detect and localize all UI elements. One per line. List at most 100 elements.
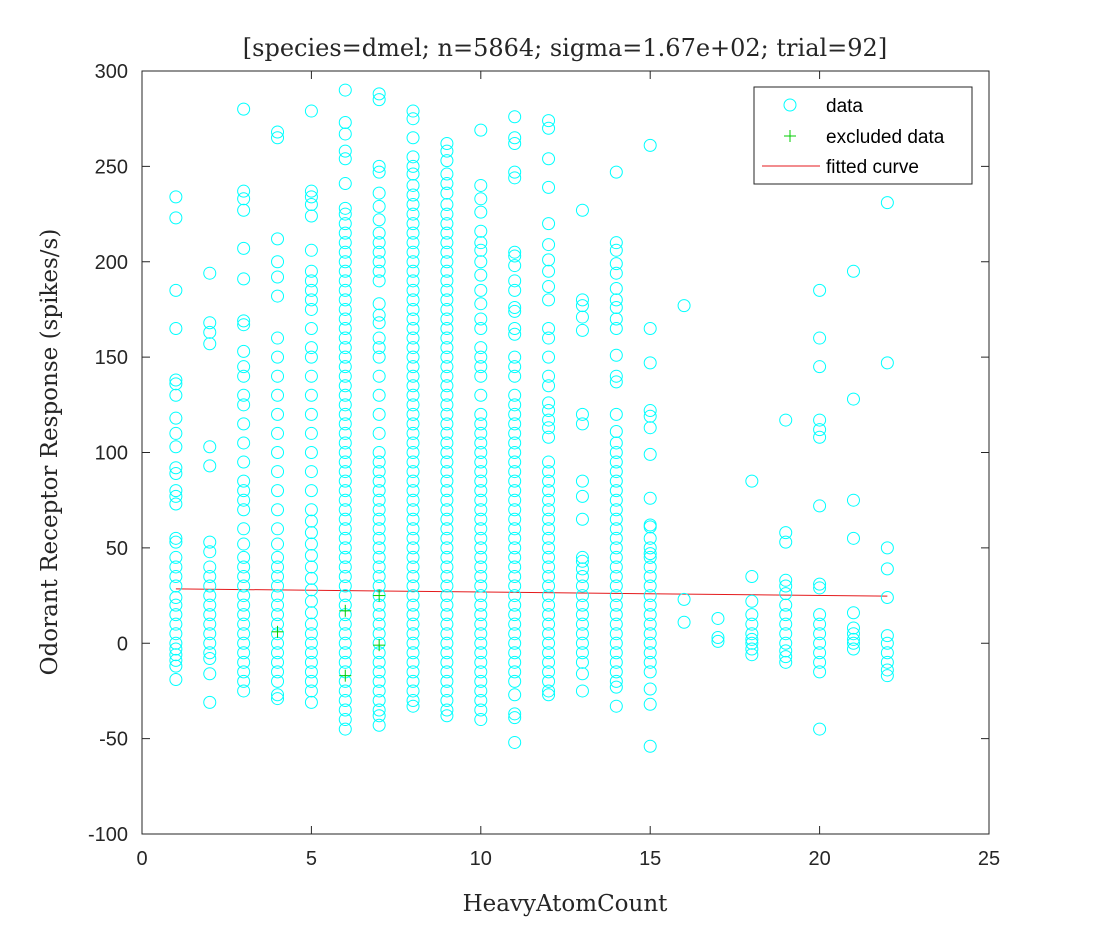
data-point: [406, 512, 420, 526]
data-point: [508, 627, 522, 641]
data-point: [779, 535, 793, 549]
data-point: [338, 636, 352, 650]
data-point: [813, 655, 827, 669]
data-point: [440, 627, 454, 641]
data-point: [575, 608, 589, 622]
data-point: [406, 341, 420, 355]
data-point: [643, 569, 657, 583]
data-point: [440, 684, 454, 698]
data-point: [304, 426, 318, 440]
data-point: [609, 608, 623, 622]
data-point: [406, 646, 420, 660]
data-point: [237, 598, 251, 612]
data-point: [271, 589, 285, 603]
data-point: [880, 562, 894, 576]
data-point: [271, 560, 285, 574]
data-point: [372, 87, 386, 101]
data-point: [474, 550, 488, 564]
data-point: [508, 322, 522, 336]
data-point: [406, 674, 420, 688]
data-point: [237, 203, 251, 217]
data-point: [813, 331, 827, 345]
data-point: [169, 642, 183, 656]
data-point: [372, 308, 386, 322]
data-point: [406, 560, 420, 574]
data-point: [338, 217, 352, 231]
data-point: [474, 684, 488, 698]
data-point: [474, 255, 488, 269]
data-point: [440, 693, 454, 707]
data-point: [440, 665, 454, 679]
data-point: [203, 325, 217, 339]
excluded-points-layer: [271, 589, 386, 682]
data-point: [508, 304, 522, 318]
data-point: [203, 598, 217, 612]
data-point: [440, 217, 454, 231]
data-point: [203, 652, 217, 666]
data-point: [542, 569, 556, 583]
data-point: [542, 396, 556, 410]
data-point: [237, 636, 251, 650]
data-point: [203, 569, 217, 583]
data-point: [304, 684, 318, 698]
data-point: [271, 426, 285, 440]
data-point: [406, 665, 420, 679]
data-point: [813, 413, 827, 427]
data-point: [406, 255, 420, 269]
data-point: [643, 560, 657, 574]
data-point: [474, 268, 488, 282]
data-point: [304, 388, 318, 402]
data-point: [338, 331, 352, 345]
data-point: [169, 283, 183, 297]
data-point: [440, 283, 454, 297]
data-point: [372, 93, 386, 107]
data-point: [508, 426, 522, 440]
data-point: [846, 642, 860, 656]
data-point: [237, 455, 251, 469]
y-tick-label: 300: [95, 61, 128, 83]
data-point: [304, 695, 318, 709]
data-point: [508, 589, 522, 603]
data-point: [474, 350, 488, 364]
data-point: [304, 665, 318, 679]
data-point: [169, 579, 183, 593]
data-point: [609, 493, 623, 507]
data-point: [542, 541, 556, 555]
data-point: [169, 461, 183, 475]
data-point: [846, 606, 860, 620]
data-point: [880, 663, 894, 677]
data-point: [643, 404, 657, 418]
data-point: [575, 512, 589, 526]
data-point: [846, 636, 860, 650]
data-point: [643, 421, 657, 435]
data-point: [271, 692, 285, 706]
data-point: [338, 465, 352, 479]
data-point: [643, 579, 657, 593]
data-point: [575, 579, 589, 593]
data-point: [575, 636, 589, 650]
data-point: [474, 407, 488, 421]
data-point: [880, 196, 894, 210]
data-point: [643, 682, 657, 696]
x-tick-label: 5: [306, 848, 317, 870]
data-point: [474, 236, 488, 250]
data-point: [372, 274, 386, 288]
data-point: [779, 598, 793, 612]
data-point: [304, 560, 318, 574]
data-point: [169, 636, 183, 650]
data-point: [779, 608, 793, 622]
data-point: [372, 165, 386, 179]
data-point: [440, 426, 454, 440]
data-point: [474, 674, 488, 688]
data-point: [406, 455, 420, 469]
data-point: [474, 589, 488, 603]
data-point: [474, 541, 488, 555]
data-point: [338, 646, 352, 660]
data-point: [813, 722, 827, 736]
data-point: [474, 426, 488, 440]
data-point: [169, 497, 183, 511]
data-point: [440, 236, 454, 250]
data-point: [542, 180, 556, 194]
data-point: [304, 369, 318, 383]
excluded-point: [339, 669, 352, 682]
